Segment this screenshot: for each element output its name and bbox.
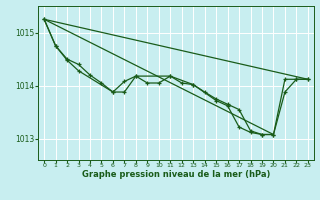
X-axis label: Graphe pression niveau de la mer (hPa): Graphe pression niveau de la mer (hPa) bbox=[82, 170, 270, 179]
